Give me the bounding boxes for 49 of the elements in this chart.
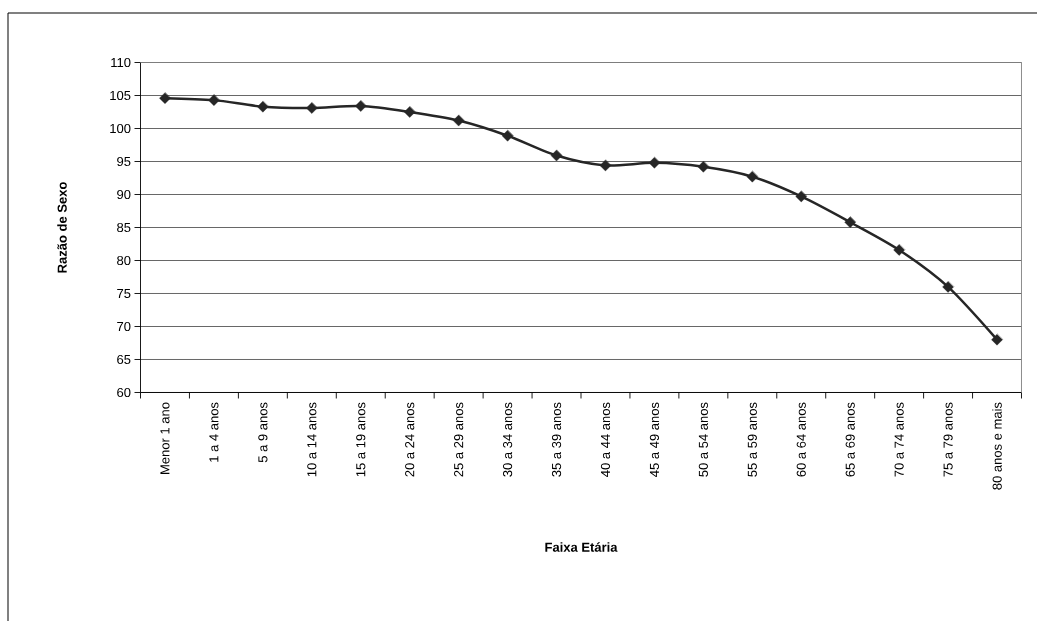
y-tick-label: 105 (110, 90, 131, 101)
x-tick-label: 5 a 9 anos (258, 402, 268, 463)
y-tick-label: 95 (117, 156, 131, 167)
y-tick-label: 85 (117, 222, 131, 233)
x-tick-label: 10 a 14 anos (307, 402, 317, 477)
x-tick-label: 45 a 49 anos (649, 402, 660, 477)
x-tick-label: 65 a 69 anos (845, 402, 855, 477)
point (355, 100, 367, 112)
y-tick-label: 60 (117, 387, 131, 398)
point (991, 333, 1003, 346)
point (893, 244, 905, 256)
point (550, 149, 563, 162)
point (599, 159, 612, 172)
y-tick-label: 100 (110, 123, 131, 134)
x-tick-label: 40 a 44 anos (600, 402, 611, 477)
x-tick-label: 70 a 74 anos (894, 402, 904, 477)
x-tick-label: 15 a 19 anos (356, 402, 366, 477)
x-tick-label: 35 a 39 anos (551, 402, 562, 477)
x-tick-label: 55 a 59 anos (747, 402, 757, 477)
point (746, 170, 759, 183)
point (697, 161, 710, 173)
x-tick-label: 1 a 4 anos (209, 402, 219, 462)
point (648, 157, 661, 169)
point (306, 102, 318, 114)
point (844, 216, 856, 228)
point (403, 106, 416, 118)
y-axis-title: Razão de Sexo (57, 182, 67, 273)
x-tick-label: 30 a 34 anos (502, 402, 513, 477)
y-tick-label: 90 (117, 189, 131, 200)
x-tick-label: Menor 1 ano (160, 402, 170, 474)
x-tick-label: 25 a 29 anos (454, 402, 464, 477)
point (501, 130, 514, 142)
point (257, 101, 269, 113)
y-tick-label: 110 (111, 57, 131, 68)
x-tick-label: 20 a 24 anos (405, 402, 415, 477)
x-tick-label: 60 a 64 anos (796, 402, 806, 477)
point (159, 92, 171, 104)
y-tick-label: 65 (117, 354, 131, 365)
x-tick-label: 50 a 54 anos (698, 402, 708, 477)
point (942, 281, 954, 293)
x-tick-label: 80 anos e mais (992, 402, 1002, 490)
y-tick-label: 75 (117, 288, 131, 299)
y-tick-label: 70 (117, 321, 131, 332)
x-axis-title: Faixa Etária (545, 542, 618, 552)
point (795, 190, 807, 203)
point (452, 114, 465, 127)
y-tick-label: 80 (117, 255, 131, 266)
x-tick-label: 75 a 79 anos (943, 402, 953, 477)
point (208, 94, 220, 106)
